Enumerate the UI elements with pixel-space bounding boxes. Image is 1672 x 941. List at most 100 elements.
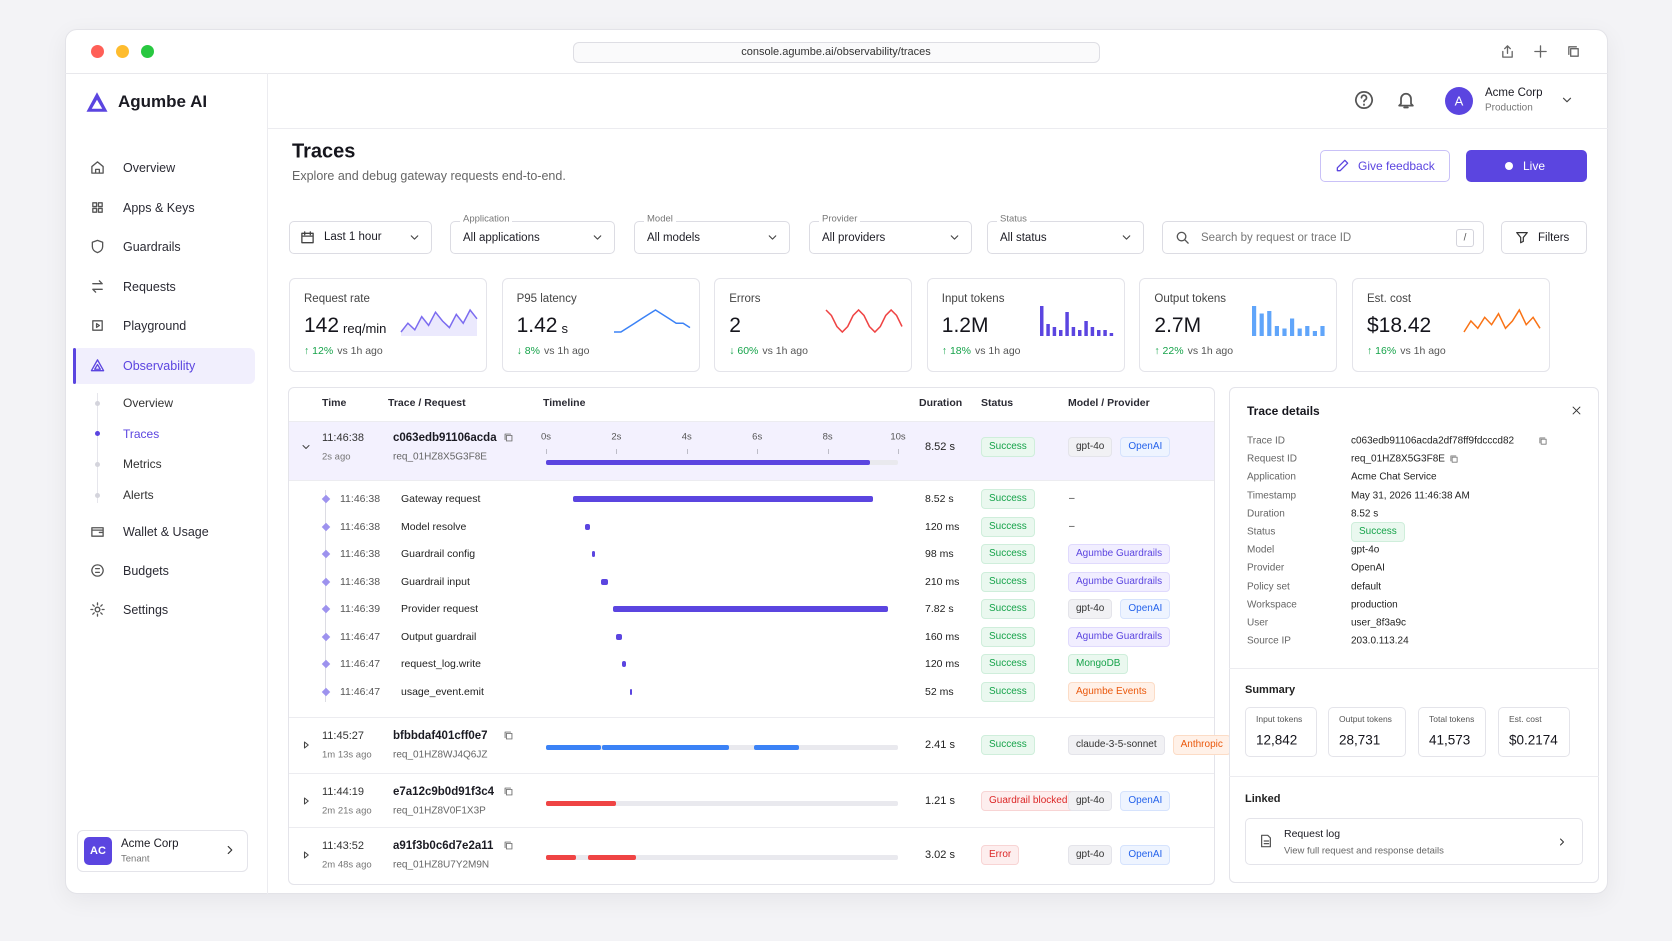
copy-button[interactable] <box>1449 454 1459 464</box>
status-cell: Success <box>981 735 1035 755</box>
model-cell: gpt-4o OpenAI <box>1068 437 1171 457</box>
tag: Agumbe Guardrails <box>1068 571 1171 592</box>
spark-bar <box>1058 330 1063 336</box>
span-name[interactable]: Provider request <box>401 603 479 615</box>
spark-line <box>613 309 690 333</box>
span-name[interactable]: request_log.write <box>401 658 481 670</box>
filter-select[interactable] <box>987 221 1144 254</box>
span-name[interactable]: Gateway request <box>401 493 481 505</box>
filters-label: Filters <box>1538 232 1570 244</box>
search-box[interactable] <box>1162 221 1484 254</box>
span-name[interactable]: Guardrail config <box>401 548 476 560</box>
window-dot[interactable] <box>141 45 154 58</box>
span-status: Success <box>981 571 1035 592</box>
user-name: Acme Corp <box>1485 87 1543 99</box>
nav-item[interactable]: Guardrails <box>123 240 181 254</box>
live-button[interactable] <box>1466 150 1587 182</box>
nav-item[interactable]: Wallet & Usage <box>123 525 209 539</box>
copy-button[interactable] <box>1538 436 1548 446</box>
span-name[interactable]: Guardrail input <box>401 575 470 588</box>
expand-toggle[interactable] <box>300 739 312 751</box>
kpi-compare: vs 1h ago <box>974 345 1021 357</box>
span-tags: – <box>1068 517 1076 537</box>
help-button[interactable] <box>1354 90 1374 110</box>
kpi-value-row: 1.42 s <box>517 314 568 338</box>
window-dot[interactable] <box>91 45 104 58</box>
span-status: Success <box>981 489 1035 509</box>
span-duration: 160 ms <box>925 630 960 643</box>
brand-name[interactable]: Agumbe AI <box>118 92 208 111</box>
trace-id[interactable]: c063edb91106acda <box>393 432 497 444</box>
filters-button[interactable] <box>1501 221 1587 254</box>
subnav-dot <box>95 461 100 467</box>
subnav-item[interactable]: Metrics <box>123 457 162 472</box>
trace-ago: 2s ago <box>322 451 351 463</box>
url-bar[interactable] <box>573 42 1100 63</box>
spark-bar <box>1275 326 1280 336</box>
subnav-item[interactable]: Traces <box>123 426 160 441</box>
browser-action[interactable] <box>1500 44 1515 59</box>
nav-item[interactable]: Observability <box>123 359 196 373</box>
filter-select[interactable] <box>634 221 790 254</box>
status-badge: Success <box>981 599 1035 619</box>
shortcut-label: / <box>1463 232 1467 244</box>
span-name[interactable]: Output guardrail <box>401 630 477 643</box>
row-rule <box>289 717 1214 718</box>
kpi-value: $18.42 <box>1367 314 1432 337</box>
row-selected[interactable] <box>289 422 1214 480</box>
spark-bar <box>1090 327 1094 336</box>
tag: gpt-4o <box>1068 437 1113 457</box>
window-dot[interactable] <box>116 45 129 58</box>
span-name[interactable]: Model resolve <box>401 520 467 533</box>
nav-item[interactable]: Budgets <box>123 564 169 578</box>
copy-button[interactable] <box>503 786 514 797</box>
timeline-track <box>546 800 898 806</box>
user-avatar[interactable] <box>1445 87 1473 115</box>
trace-id[interactable]: e7a12c9b0d91f3c4 <box>393 786 495 798</box>
span-status: Success <box>981 654 1035 674</box>
span-name[interactable]: usage_event.emit <box>401 685 484 698</box>
expand-toggle[interactable] <box>300 849 312 861</box>
timeline-tick-label: 0s <box>540 431 552 443</box>
subnav-item[interactable]: Overview <box>123 396 174 410</box>
copy-button[interactable] <box>503 432 514 443</box>
tag: Anthropic <box>1172 735 1231 755</box>
close-button[interactable] <box>1571 405 1582 416</box>
column-header: Timeline <box>543 397 586 409</box>
model-cell: gpt-4o OpenAI <box>1068 845 1171 865</box>
spark-bar <box>1046 324 1050 336</box>
nav-item[interactable]: Settings <box>123 603 169 617</box>
details-panel <box>1229 387 1599 883</box>
subnav-item[interactable]: Alerts <box>123 488 154 503</box>
user-menu[interactable] <box>1560 93 1574 107</box>
trace-id[interactable]: bfbbdaf401cff0e7 <box>393 730 488 742</box>
nav-active-bg[interactable] <box>73 348 255 384</box>
filter-select[interactable] <box>809 221 972 254</box>
copy-button[interactable] <box>503 840 514 851</box>
trace-time: 11:43:52 <box>322 840 365 852</box>
browser-action[interactable] <box>1533 44 1548 59</box>
copy-button[interactable] <box>503 730 514 741</box>
expand-toggle[interactable] <box>300 441 312 453</box>
linked-card[interactable] <box>1245 818 1583 865</box>
notifications-button[interactable] <box>1396 90 1416 110</box>
nav-item[interactable]: Playground <box>123 319 187 333</box>
span-bar <box>630 688 633 695</box>
trace-id[interactable]: a91f3b0c6d7e2a11 <box>393 840 494 852</box>
filter-select[interactable] <box>450 221 615 254</box>
span-bar <box>585 523 590 530</box>
trace-bar <box>753 744 800 750</box>
timeline-tick <box>757 449 759 454</box>
nav-item[interactable]: Apps & Keys <box>123 201 195 215</box>
span-bar <box>591 551 596 557</box>
expand-toggle[interactable] <box>300 795 312 807</box>
brand-logo[interactable] <box>85 90 109 114</box>
feedback-button[interactable] <box>1320 150 1450 182</box>
nav-item[interactable]: Overview <box>123 161 176 175</box>
browser-action[interactable] <box>1566 44 1581 59</box>
tag: – <box>1069 493 1075 504</box>
nav-item[interactable]: Requests <box>123 280 176 294</box>
nav-icon <box>91 564 104 577</box>
calendar-icon <box>301 231 314 244</box>
